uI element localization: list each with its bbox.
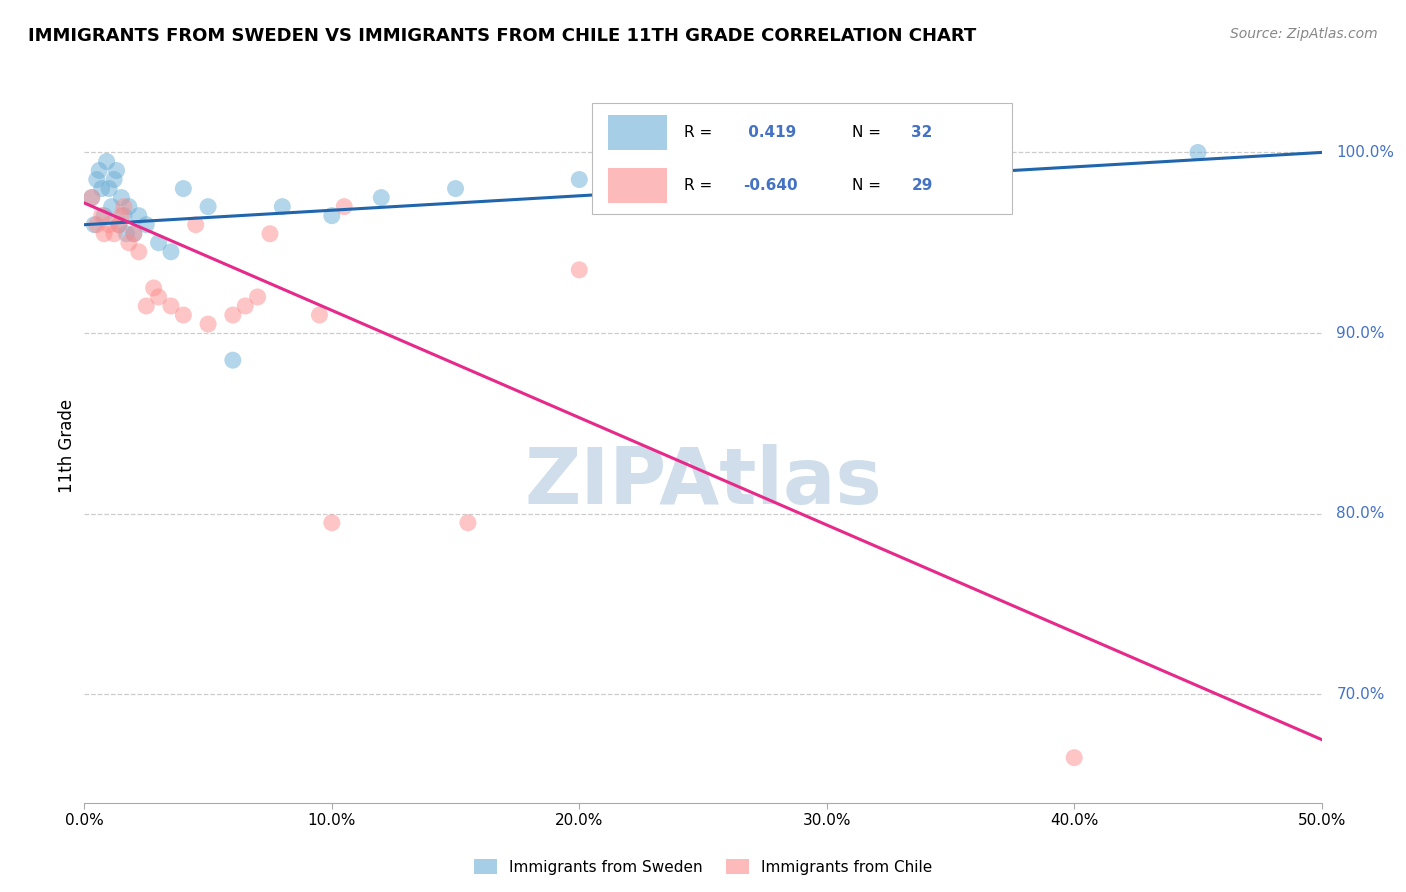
Point: [98, 181, 121, 195]
Point: [108, 218, 131, 232]
Point: [89, 163, 111, 178]
Point: [259, 227, 281, 241]
Point: [110, 191, 132, 205]
Text: IMMIGRANTS FROM SWEDEN VS IMMIGRANTS FROM CHILE 11TH GRADE CORRELATION CHART: IMMIGRANTS FROM SWEDEN VS IMMIGRANTS FRO…: [28, 27, 976, 45]
Point: [86, 172, 108, 186]
Point: [1187, 145, 1209, 160]
Point: [80, 191, 103, 205]
Point: [108, 218, 131, 232]
Point: [321, 209, 343, 223]
Point: [110, 209, 132, 223]
Point: [103, 227, 125, 241]
Point: [184, 218, 207, 232]
Point: [692, 163, 714, 178]
Text: 80.0%: 80.0%: [1337, 507, 1385, 521]
Point: [118, 200, 141, 214]
Point: [135, 299, 157, 313]
Point: [568, 263, 591, 277]
Text: 70.0%: 70.0%: [1337, 687, 1385, 702]
Point: [457, 516, 479, 530]
Point: [160, 244, 183, 259]
Point: [98, 218, 121, 232]
Point: [172, 308, 194, 322]
Point: [100, 200, 122, 214]
Point: [222, 308, 245, 322]
Point: [80, 191, 103, 205]
Point: [246, 290, 269, 304]
Point: [148, 290, 170, 304]
Point: [135, 218, 157, 232]
Point: [568, 172, 591, 186]
Point: [148, 235, 170, 250]
Point: [271, 200, 294, 214]
Point: [321, 516, 343, 530]
Point: [333, 200, 356, 214]
Point: [90, 181, 112, 195]
Point: [96, 154, 118, 169]
Text: 90.0%: 90.0%: [1337, 326, 1385, 341]
Point: [128, 244, 150, 259]
Point: [233, 299, 256, 313]
Point: [83, 218, 105, 232]
Point: [865, 154, 887, 169]
Point: [105, 163, 128, 178]
Text: ZIPAtlas: ZIPAtlas: [524, 443, 882, 520]
Point: [370, 191, 392, 205]
Point: [160, 299, 183, 313]
Point: [118, 235, 141, 250]
Text: Source: ZipAtlas.com: Source: ZipAtlas.com: [1230, 27, 1378, 41]
Point: [86, 218, 108, 232]
Point: [197, 200, 219, 214]
Point: [115, 227, 138, 241]
Text: 100.0%: 100.0%: [1337, 145, 1395, 160]
Point: [308, 308, 330, 322]
Point: [122, 227, 145, 241]
Legend: Immigrants from Sweden, Immigrants from Chile: Immigrants from Sweden, Immigrants from …: [468, 853, 938, 880]
Point: [444, 181, 467, 195]
Point: [197, 317, 219, 331]
Point: [112, 209, 135, 223]
Point: [93, 227, 115, 241]
Point: [112, 200, 135, 214]
Point: [172, 181, 194, 195]
Point: [93, 209, 115, 223]
Point: [128, 209, 150, 223]
Point: [103, 172, 125, 186]
Y-axis label: 11th Grade: 11th Grade: [58, 399, 76, 493]
Point: [1063, 750, 1085, 764]
Point: [142, 281, 165, 295]
Point: [222, 353, 245, 368]
Point: [90, 209, 112, 223]
Point: [122, 227, 145, 241]
